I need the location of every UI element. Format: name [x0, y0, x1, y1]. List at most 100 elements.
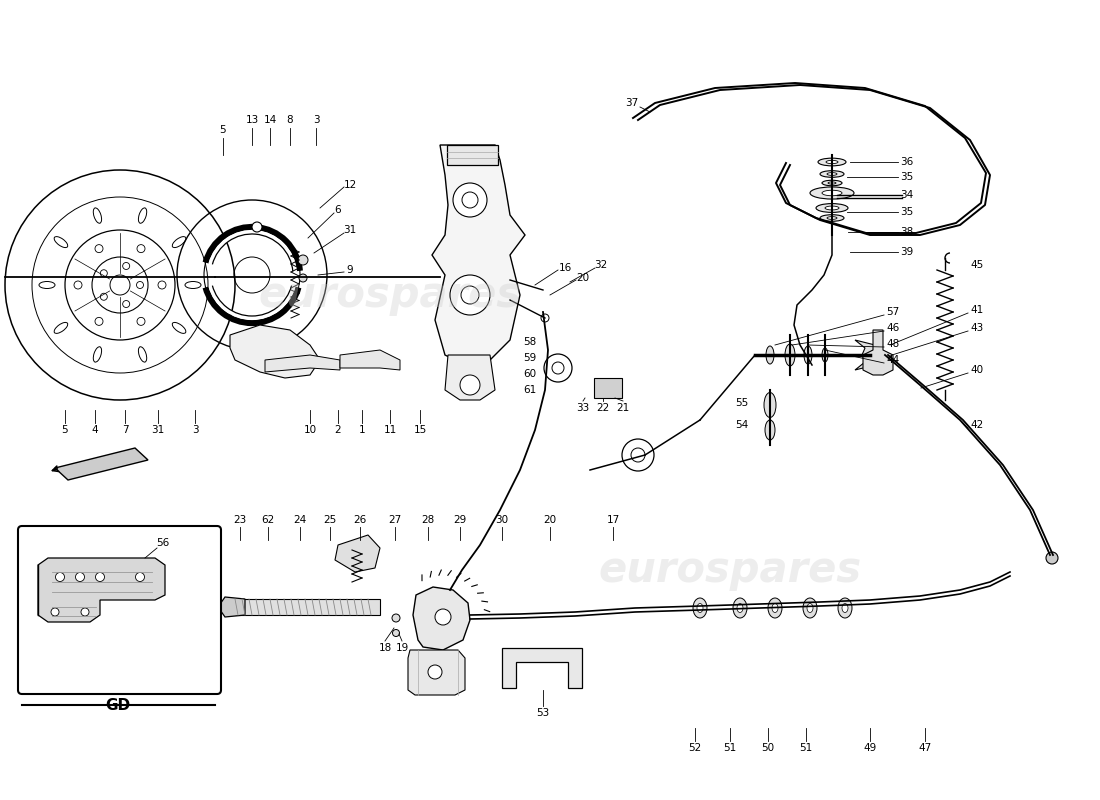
Text: 7: 7 [122, 425, 129, 435]
Circle shape [299, 274, 307, 282]
Text: 26: 26 [353, 515, 366, 525]
Ellipse shape [827, 217, 837, 219]
Ellipse shape [822, 348, 828, 362]
Text: 60: 60 [522, 369, 536, 379]
Ellipse shape [842, 603, 848, 613]
Polygon shape [502, 648, 582, 688]
Text: 39: 39 [900, 247, 913, 257]
Circle shape [460, 375, 480, 395]
Circle shape [81, 608, 89, 616]
Text: 5: 5 [62, 425, 68, 435]
Polygon shape [412, 587, 470, 650]
Text: 11: 11 [384, 425, 397, 435]
Text: 51: 51 [724, 743, 737, 753]
Polygon shape [230, 325, 320, 378]
Text: eurospares: eurospares [598, 549, 861, 591]
Ellipse shape [785, 344, 795, 366]
Circle shape [450, 275, 490, 315]
Text: 50: 50 [761, 743, 774, 753]
Text: 62: 62 [262, 515, 275, 525]
Polygon shape [218, 597, 245, 617]
Text: 40: 40 [970, 365, 983, 375]
Ellipse shape [737, 603, 742, 613]
Ellipse shape [804, 346, 812, 364]
Polygon shape [447, 145, 498, 165]
Ellipse shape [827, 173, 837, 175]
Polygon shape [39, 558, 165, 622]
Text: 33: 33 [576, 403, 590, 413]
Ellipse shape [826, 160, 838, 164]
Text: 32: 32 [594, 260, 607, 270]
FancyBboxPatch shape [18, 526, 221, 694]
Circle shape [55, 573, 65, 582]
Text: 17: 17 [606, 515, 619, 525]
Ellipse shape [838, 598, 853, 618]
Text: 31: 31 [343, 225, 356, 235]
Circle shape [96, 573, 104, 582]
Ellipse shape [822, 180, 842, 186]
Text: 51: 51 [800, 743, 813, 753]
Polygon shape [265, 355, 340, 372]
Ellipse shape [816, 204, 848, 212]
Text: 2: 2 [334, 425, 341, 435]
Text: 8: 8 [287, 115, 294, 125]
Ellipse shape [818, 158, 846, 166]
Ellipse shape [825, 206, 839, 210]
Text: 15: 15 [414, 425, 427, 435]
Text: 58: 58 [522, 337, 536, 347]
Text: 48: 48 [886, 339, 900, 349]
Text: 43: 43 [970, 323, 983, 333]
Polygon shape [336, 535, 380, 572]
Circle shape [544, 354, 572, 382]
Text: 14: 14 [263, 115, 276, 125]
Text: 56: 56 [156, 538, 169, 548]
Text: 35: 35 [900, 207, 913, 217]
Text: 30: 30 [495, 515, 508, 525]
Text: 53: 53 [537, 708, 550, 718]
Text: 5: 5 [220, 125, 227, 135]
Text: 3: 3 [191, 425, 198, 435]
Text: 44: 44 [886, 355, 900, 365]
Text: 45: 45 [970, 260, 983, 270]
Text: eurospares: eurospares [258, 274, 521, 316]
Text: 49: 49 [864, 743, 877, 753]
Text: 25: 25 [323, 515, 337, 525]
Polygon shape [340, 350, 400, 370]
Circle shape [453, 183, 487, 217]
Circle shape [393, 630, 399, 637]
Ellipse shape [803, 598, 817, 618]
Text: 36: 36 [900, 157, 913, 167]
Text: 52: 52 [689, 743, 702, 753]
Text: 42: 42 [970, 420, 983, 430]
Text: 61: 61 [522, 385, 536, 395]
Polygon shape [432, 145, 525, 365]
Text: 22: 22 [596, 403, 609, 413]
Ellipse shape [764, 420, 776, 440]
Text: 6: 6 [334, 205, 341, 215]
Circle shape [392, 614, 400, 622]
Text: 54: 54 [735, 420, 748, 430]
Ellipse shape [772, 603, 778, 613]
Text: 37: 37 [625, 98, 638, 108]
Text: 10: 10 [304, 425, 317, 435]
Text: 41: 41 [970, 305, 983, 315]
Text: 57: 57 [886, 307, 900, 317]
Text: 20: 20 [576, 273, 590, 283]
Ellipse shape [820, 214, 844, 222]
Text: 12: 12 [343, 180, 356, 190]
Ellipse shape [768, 598, 782, 618]
Text: 35: 35 [900, 172, 913, 182]
Bar [230, 599, 380, 615]
Circle shape [621, 439, 654, 471]
Text: 47: 47 [918, 743, 932, 753]
Text: 19: 19 [395, 643, 408, 653]
Text: 1: 1 [359, 425, 365, 435]
Text: 16: 16 [559, 263, 572, 273]
Text: 9: 9 [346, 265, 353, 275]
Text: 46: 46 [886, 323, 900, 333]
Text: GD: GD [106, 698, 131, 713]
Circle shape [135, 573, 144, 582]
Ellipse shape [810, 187, 854, 199]
Polygon shape [408, 650, 465, 695]
Text: 4: 4 [91, 425, 98, 435]
